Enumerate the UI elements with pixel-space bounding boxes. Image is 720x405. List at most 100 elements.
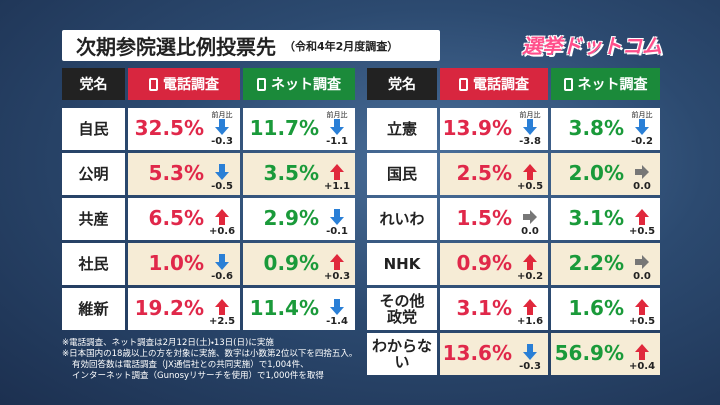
header-icon <box>257 77 266 91</box>
percentage: 11.7% <box>249 116 319 140</box>
change-label: 前月比 <box>211 111 233 119</box>
change-arrow <box>523 254 537 270</box>
percentage: 32.5% <box>134 116 204 140</box>
percentage: 0.9% <box>456 251 512 275</box>
logo: 選挙ドットコム <box>522 34 662 58</box>
arrow-shape <box>523 299 537 315</box>
arrow-shape <box>215 299 229 315</box>
change-arrow <box>523 164 537 180</box>
percentage: 0.9% <box>263 251 319 275</box>
change-value: -0.1 <box>326 226 348 237</box>
party-name: 国民 <box>367 153 437 195</box>
column-header-text: 電話調査 <box>473 77 529 93</box>
party-name: 維新 <box>62 288 125 330</box>
change-value: -0.3 <box>211 136 233 147</box>
percentage: 2.9% <box>263 206 319 230</box>
change-value: -1.1 <box>326 136 348 147</box>
percentage: 3.1% <box>568 206 624 230</box>
change-label: 前月比 <box>519 111 541 119</box>
percentage: 13.6% <box>442 341 512 365</box>
percentage: 5.3% <box>148 161 204 185</box>
column-header: 党名 <box>62 68 125 100</box>
footnote: ※日本国内の18歳以上の方を対象に実施、数字は小数第2位以下を四捨五入。 <box>62 349 358 359</box>
change-value: -3.8 <box>519 136 541 147</box>
change-value: +0.5 <box>628 226 656 237</box>
change-value: -0.2 <box>631 136 653 147</box>
title-box: 次期参院選比例投票先 （令和4年2月度調査） <box>62 30 440 61</box>
header-icon <box>563 77 573 91</box>
column-header-text: 党名 <box>79 77 108 93</box>
change-arrow <box>523 299 537 315</box>
change-arrow <box>635 344 649 360</box>
arrow-shape <box>635 165 649 179</box>
party-name: その他 政党 <box>367 288 437 330</box>
percentage: 1.6% <box>568 296 624 320</box>
change-value: +0.6 <box>208 226 236 237</box>
change-label: 前月比 <box>631 111 653 119</box>
party-name: 公明 <box>62 153 125 195</box>
footnote: 有効回答数は電話調査（JX通信社との共同実施）で1,004件、 <box>72 360 309 370</box>
arrow-shape <box>215 254 229 270</box>
change-value: -0.6 <box>211 271 233 282</box>
change-arrow <box>635 165 649 179</box>
arrow-shape <box>635 299 649 315</box>
change-value: -1.4 <box>326 316 348 327</box>
percentage: 11.4% <box>249 296 319 320</box>
change-value: +0.5 <box>516 181 544 192</box>
change-label: 前月比 <box>326 111 348 119</box>
change-arrow <box>215 209 229 225</box>
change-arrow <box>635 119 649 135</box>
arrow-shape <box>635 344 649 360</box>
change-arrow <box>330 209 344 225</box>
arrow-shape <box>215 119 229 135</box>
party-name: れいわ <box>367 198 437 240</box>
percentage: 6.5% <box>148 206 204 230</box>
party-name: 共産 <box>62 198 125 240</box>
party-name: わからない <box>367 333 437 375</box>
column-header-text: 党名 <box>388 77 416 93</box>
percentage: 19.2% <box>134 296 204 320</box>
percentage: 2.0% <box>568 161 624 185</box>
change-arrow <box>330 299 344 315</box>
change-value: -0.5 <box>211 181 233 192</box>
column-header: 電話調査 <box>440 68 548 100</box>
column-header-text: 電話調査 <box>163 77 219 93</box>
change-value: +1.6 <box>516 316 544 327</box>
header-icon <box>149 77 158 91</box>
change-value: 0.0 <box>633 271 651 282</box>
arrow-shape <box>330 299 344 315</box>
arrow-shape <box>330 209 344 225</box>
change-value: +2.5 <box>208 316 236 327</box>
arrow-shape <box>635 255 649 269</box>
arrow-shape <box>635 119 649 135</box>
subtitle: （令和4年2月度調査） <box>284 39 399 53</box>
party-name: 立憲 <box>367 108 437 150</box>
change-arrow <box>635 255 649 269</box>
change-arrow <box>523 119 537 135</box>
change-arrow <box>523 344 537 360</box>
change-value: +1.1 <box>323 181 351 192</box>
percentage: 3.5% <box>263 161 319 185</box>
percentage: 1.0% <box>148 251 204 275</box>
change-arrow <box>330 164 344 180</box>
change-value: +0.4 <box>628 361 656 372</box>
percentage: 3.8% <box>568 116 624 140</box>
change-arrow <box>330 254 344 270</box>
column-header: 電話調査 <box>128 68 240 100</box>
percentage: 56.9% <box>554 341 624 365</box>
party-name: 社民 <box>62 243 125 285</box>
arrow-shape <box>523 164 537 180</box>
arrow-shape <box>523 344 537 360</box>
party-name: 自民 <box>62 108 125 150</box>
arrow-shape <box>330 254 344 270</box>
change-value: +0.3 <box>323 271 351 282</box>
column-header-text: ネット調査 <box>271 77 341 93</box>
footnote: インターネット調査（Gunosyリサーチを使用）で1,000件を取得 <box>72 371 324 381</box>
change-arrow <box>635 209 649 225</box>
arrow-shape <box>523 254 537 270</box>
change-value: +0.2 <box>516 271 544 282</box>
change-arrow <box>330 119 344 135</box>
column-header: ネット調査 <box>551 68 660 100</box>
column-header: 党名 <box>367 68 437 100</box>
